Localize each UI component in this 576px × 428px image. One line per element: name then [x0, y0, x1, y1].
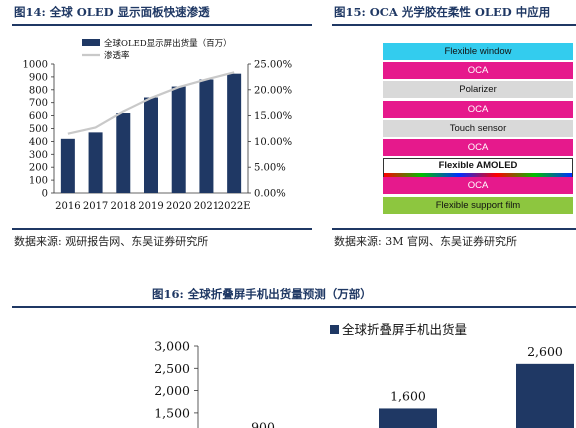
fig14-bar [227, 73, 242, 193]
fig16-title: 图16: 全球折叠屏手机出货量预测（万部） [152, 287, 372, 301]
fig14-legend: 全球OLED显示屏出货量（百万）渗透率 [82, 38, 232, 61]
fig15-layer: Polarizer [383, 81, 573, 99]
fig16-axes: 1,500 2,000 2,500 3,000 [154, 339, 199, 428]
fig15-layer-label: Flexible support film [435, 199, 521, 211]
fig14-line [67, 71, 235, 135]
fig14-penetration-line [67, 71, 235, 135]
fig14-x-tick-label: 2021 [194, 201, 219, 212]
fig16-left-tick-label: 2,000 [154, 383, 190, 398]
fig14-x-tick-label: 2022E [218, 201, 251, 212]
fig14-right-tick-label: 5.00% [254, 163, 286, 174]
fig16-data-label: 2,600 [527, 344, 563, 359]
fig14-left-tick-label: 700 [29, 98, 48, 109]
fig14-x-tick-label: 2019 [138, 201, 163, 212]
fig14-title: 图14: 全球 OLED 显示面板快速渗透 [14, 5, 210, 19]
fig15-layer: Flexible support film [383, 196, 573, 214]
fig16-legend: 全球折叠屏手机出货量 [330, 322, 467, 337]
fig14-left-tick-label: 300 [29, 150, 48, 161]
fig14-bar [60, 138, 75, 193]
fig15-source: 数据来源: 3M 官网、东吴证券研究所 [334, 235, 517, 248]
fig14-left-tick-label: 100 [29, 176, 48, 187]
fig14-right-tick-label: 15.00% [254, 111, 292, 122]
fig15-title: 图15: OCA 光学胶在柔性 OLED 中应用 [334, 5, 551, 19]
fig14-x-tick-label: 2017 [83, 201, 108, 212]
fig14-x-tick-label: 2018 [111, 201, 136, 212]
fig14-bar [116, 113, 131, 193]
fig16-bar [516, 363, 574, 428]
fig15-layer-label: Flexible AMOLED [438, 160, 518, 172]
fig14-left-tick-label: 600 [29, 111, 48, 122]
fig15-layer-label: OCA [467, 142, 489, 153]
fig15-amoled-rgb-strip [384, 173, 572, 178]
fig15-layer-label: Touch sensor [449, 122, 507, 134]
fig14-bars [60, 73, 242, 193]
fig14-left-tick-label: 500 [29, 124, 48, 135]
fig15-layer: Flexible window [383, 43, 573, 60]
fig14-right-tick-label: 20.00% [254, 85, 292, 96]
fig14-right-tick-label: 0.00% [254, 189, 286, 200]
fig16-left-tick-label: 2,500 [154, 361, 190, 376]
fig14-legend-bar-label: 全球OLED显示屏出货量（百万） [104, 38, 232, 49]
fig16-legend-swatch [330, 325, 339, 334]
fig16-bar [379, 408, 437, 428]
fig15-layer: OCA [383, 100, 573, 118]
fig14-bottom-rule [12, 228, 312, 230]
fig14-right-tick-label: 10.00% [254, 137, 292, 148]
fig15-bottom-rule [332, 228, 576, 230]
fig15-layer-label: OCA [467, 103, 489, 115]
fig14-right-tick-label: 25.00% [254, 60, 292, 71]
fig14-x-tick-label: 2016 [55, 201, 80, 212]
fig14-title-rule [12, 24, 312, 26]
fig16-title-rule [12, 306, 576, 308]
fig14-bar [88, 132, 103, 193]
fig15-layer-label: Flexible window [444, 46, 512, 57]
fig16-legend-label: 全球折叠屏手机出货量 [342, 322, 467, 337]
fig14-left-tick-label: 800 [29, 85, 48, 96]
fig15-layer-label: OCA [467, 180, 489, 192]
fig14-bar [199, 79, 214, 193]
fig14-bar [144, 97, 158, 193]
fig16-data-label: 900 [251, 420, 275, 428]
fig14-legend-line-label: 渗透率 [104, 50, 130, 61]
fig15-layer-label: OCA [467, 65, 489, 77]
fig16-bars: 900 1,600 2,600 [251, 344, 574, 428]
fig15-layer: OCA [383, 139, 573, 156]
fig15-layer: OCA [383, 177, 573, 195]
fig15-layer-label: Polarizer [459, 84, 497, 96]
fig15-layer: Touch sensor [383, 119, 573, 137]
fig14-source: 数据来源: 观研报告网、东吴证券研究所 [14, 235, 209, 248]
fig14-left-tick-label: 900 [29, 72, 48, 83]
fig14-left-tick-label: 1000 [23, 60, 48, 71]
fig14-x-tick-label: 2020 [166, 201, 191, 212]
fig16-left-tick-label: 1,500 [154, 405, 190, 420]
fig16-data-label: 1,600 [390, 388, 426, 403]
fig14-legend-bar-swatch [82, 39, 100, 46]
fig14-left-tick-label: 200 [29, 163, 48, 174]
fig14-left-tick-label: 0 [42, 189, 48, 200]
fig16-left-tick-label: 3,000 [154, 339, 190, 354]
fig14-bar [171, 86, 186, 193]
fig15-layer: OCA [383, 62, 573, 80]
fig15-title-rule [332, 24, 576, 26]
fig14-left-tick-label: 400 [29, 137, 48, 148]
